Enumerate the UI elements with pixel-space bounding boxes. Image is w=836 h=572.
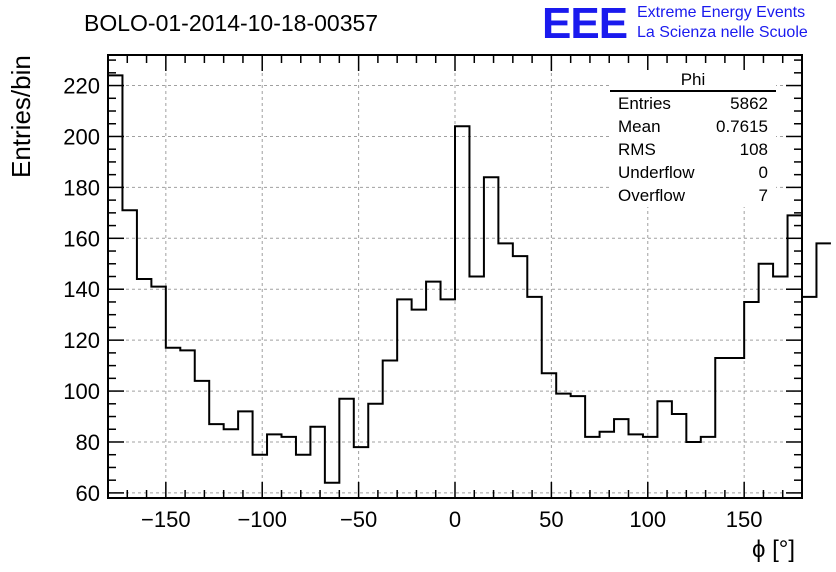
x-axis-label: ϕ [°]: [752, 536, 796, 563]
y-tick-label: 80: [76, 430, 100, 455]
stats-label: RMS: [618, 140, 656, 159]
stats-value: 7: [758, 186, 768, 205]
y-tick-label: 180: [63, 175, 100, 200]
y-tick-label: 100: [63, 379, 100, 404]
tick-labels: −150 −100 −50 0 50 100 150 60 80 100 120 140 160 180 2…: [63, 74, 762, 532]
x-tick-label: −150: [141, 507, 191, 532]
x-tick-label: −50: [340, 507, 377, 532]
eee-logo: EEE: [542, 0, 628, 48]
stats-label: Entries: [618, 94, 671, 113]
stats-row-overflow: Overflow 7: [610, 184, 776, 207]
logo-subtitle-2: La Scienza nelle Scuole: [637, 24, 808, 41]
histogram-steps: [108, 74, 831, 484]
stats-row-mean: Mean 0.7615: [610, 115, 776, 138]
stats-label: Mean: [618, 117, 661, 136]
y-tick-label: 200: [63, 124, 100, 149]
stats-title: Phi: [610, 70, 776, 92]
y-axis-label: Entries/bin: [6, 55, 36, 178]
stats-row-entries: Entries 5862: [610, 92, 776, 115]
stats-label: Overflow: [618, 186, 686, 205]
y-tick-label: 120: [63, 328, 100, 353]
x-tick-label: 100: [629, 507, 666, 532]
stats-label: Underflow: [618, 163, 695, 182]
y-tick-label: 60: [76, 481, 100, 506]
stats-value: 108: [739, 140, 768, 159]
y-tick-label: 140: [63, 277, 100, 302]
stats-row-rms: RMS 108: [610, 138, 776, 161]
x-tick-label: 50: [539, 507, 563, 532]
y-tick-label: 160: [63, 226, 100, 251]
x-tick-label: −100: [237, 507, 287, 532]
plot-frame: [107, 54, 803, 499]
plot-title: BOLO-01-2014-10-18-00357: [84, 10, 379, 36]
y-tick-label: 220: [63, 74, 100, 99]
stats-value: 5862: [730, 94, 768, 113]
stats-value: 0: [758, 163, 768, 182]
x-tick-label: 150: [726, 507, 763, 532]
stats-box: Phi Entries 5862 Mean 0.7615 RMS 108 Und…: [610, 70, 776, 207]
axis-ticks: [107, 55, 803, 498]
logo-subtitle-1: Extreme Energy Events: [637, 4, 806, 21]
stats-row-underflow: Underflow 0: [610, 161, 776, 184]
stats-value: 0.7615: [716, 117, 768, 136]
x-tick-label: 0: [449, 507, 461, 532]
